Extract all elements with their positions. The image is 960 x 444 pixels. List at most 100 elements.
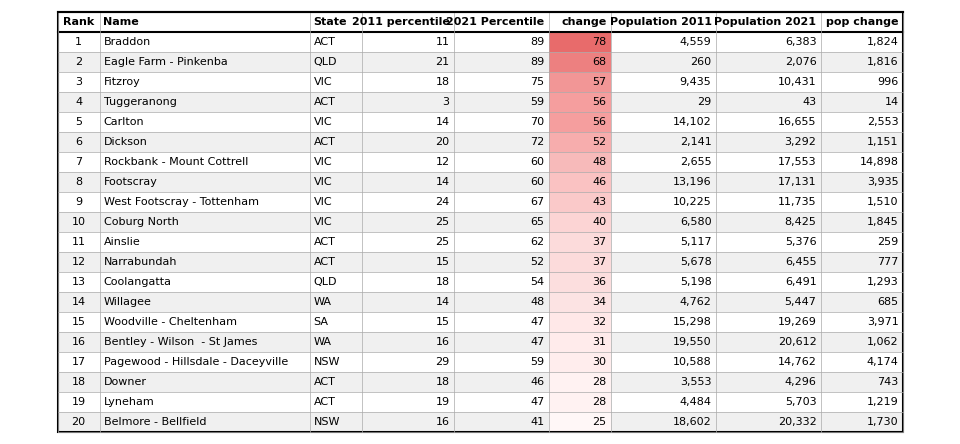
Bar — [309, 372, 362, 392]
Text: 685: 685 — [877, 297, 899, 307]
Text: ACT: ACT — [314, 97, 335, 107]
Text: 15: 15 — [71, 317, 85, 327]
Bar — [611, 352, 715, 372]
Bar — [58, 32, 100, 52]
Text: Coburg North: Coburg North — [104, 217, 179, 227]
Bar — [453, 292, 548, 312]
Text: 25: 25 — [592, 417, 607, 427]
Text: 18: 18 — [71, 377, 85, 387]
Bar — [611, 252, 715, 272]
Text: 68: 68 — [592, 57, 607, 67]
Text: 14,898: 14,898 — [859, 157, 899, 167]
Bar — [548, 312, 611, 332]
Bar — [58, 312, 100, 332]
Text: 46: 46 — [530, 377, 544, 387]
Bar — [611, 112, 715, 132]
Bar — [58, 392, 100, 412]
Bar — [611, 72, 715, 92]
Text: Fitzroy: Fitzroy — [104, 77, 140, 87]
Bar — [821, 112, 902, 132]
Text: 3,971: 3,971 — [867, 317, 899, 327]
Text: 2,655: 2,655 — [680, 157, 711, 167]
Text: 47: 47 — [530, 337, 544, 347]
Text: 260: 260 — [690, 57, 711, 67]
Bar — [548, 92, 611, 112]
Bar — [58, 212, 100, 232]
Bar — [611, 52, 715, 72]
Text: pop change: pop change — [826, 17, 899, 27]
Text: 43: 43 — [803, 97, 817, 107]
Bar — [100, 232, 309, 252]
Bar — [362, 212, 453, 232]
Text: Pagewood - Hillsdale - Daceyville: Pagewood - Hillsdale - Daceyville — [104, 357, 288, 367]
Text: Footscray: Footscray — [104, 177, 157, 187]
Bar — [58, 132, 100, 152]
Text: 34: 34 — [592, 297, 607, 307]
Bar — [821, 132, 902, 152]
Bar — [548, 112, 611, 132]
Bar — [100, 332, 309, 352]
Bar — [309, 112, 362, 132]
Text: 19: 19 — [71, 397, 85, 407]
Bar — [715, 272, 821, 292]
Bar — [821, 192, 902, 212]
Text: Belmore - Bellfield: Belmore - Bellfield — [104, 417, 206, 427]
Text: 56: 56 — [592, 117, 607, 127]
Bar — [362, 152, 453, 172]
Text: ACT: ACT — [314, 37, 335, 47]
Bar — [715, 372, 821, 392]
Bar — [100, 92, 309, 112]
Bar — [453, 332, 548, 352]
Text: 2: 2 — [75, 57, 82, 67]
Bar — [309, 32, 362, 52]
Text: 16: 16 — [436, 417, 449, 427]
Bar — [362, 412, 453, 432]
Text: 11,735: 11,735 — [778, 197, 817, 207]
Text: 37: 37 — [592, 237, 607, 247]
Bar — [611, 232, 715, 252]
Text: 6: 6 — [75, 137, 82, 147]
Text: 19: 19 — [436, 397, 449, 407]
Text: ACT: ACT — [314, 377, 335, 387]
Text: 18: 18 — [436, 77, 449, 87]
Text: 5,376: 5,376 — [785, 237, 817, 247]
Bar — [100, 412, 309, 432]
Text: 52: 52 — [592, 137, 607, 147]
Bar — [453, 312, 548, 332]
Text: 4,174: 4,174 — [867, 357, 899, 367]
Bar — [309, 152, 362, 172]
Text: 5,703: 5,703 — [785, 397, 817, 407]
Bar — [362, 252, 453, 272]
Bar — [309, 52, 362, 72]
Text: Coolangatta: Coolangatta — [104, 277, 172, 287]
Text: Downer: Downer — [104, 377, 147, 387]
Text: 32: 32 — [592, 317, 607, 327]
Bar — [821, 332, 902, 352]
Bar — [309, 252, 362, 272]
Text: VIC: VIC — [314, 197, 332, 207]
Text: 3,935: 3,935 — [867, 177, 899, 187]
Bar — [821, 252, 902, 272]
Bar — [453, 412, 548, 432]
Bar — [715, 212, 821, 232]
Bar — [362, 392, 453, 412]
Text: change: change — [562, 17, 607, 27]
Bar — [715, 352, 821, 372]
Bar — [100, 372, 309, 392]
Text: 16,655: 16,655 — [778, 117, 817, 127]
Text: 56: 56 — [592, 97, 607, 107]
Bar — [362, 32, 453, 52]
Bar — [100, 32, 309, 52]
Text: 62: 62 — [530, 237, 544, 247]
Text: 16: 16 — [436, 337, 449, 347]
Bar — [715, 132, 821, 152]
Bar — [362, 272, 453, 292]
Text: 29: 29 — [435, 357, 449, 367]
Bar — [362, 372, 453, 392]
Bar — [821, 172, 902, 192]
Text: 18: 18 — [436, 277, 449, 287]
Bar — [548, 272, 611, 292]
Text: 19,550: 19,550 — [673, 337, 711, 347]
Bar — [453, 252, 548, 272]
Text: Eagle Farm - Pinkenba: Eagle Farm - Pinkenba — [104, 57, 228, 67]
